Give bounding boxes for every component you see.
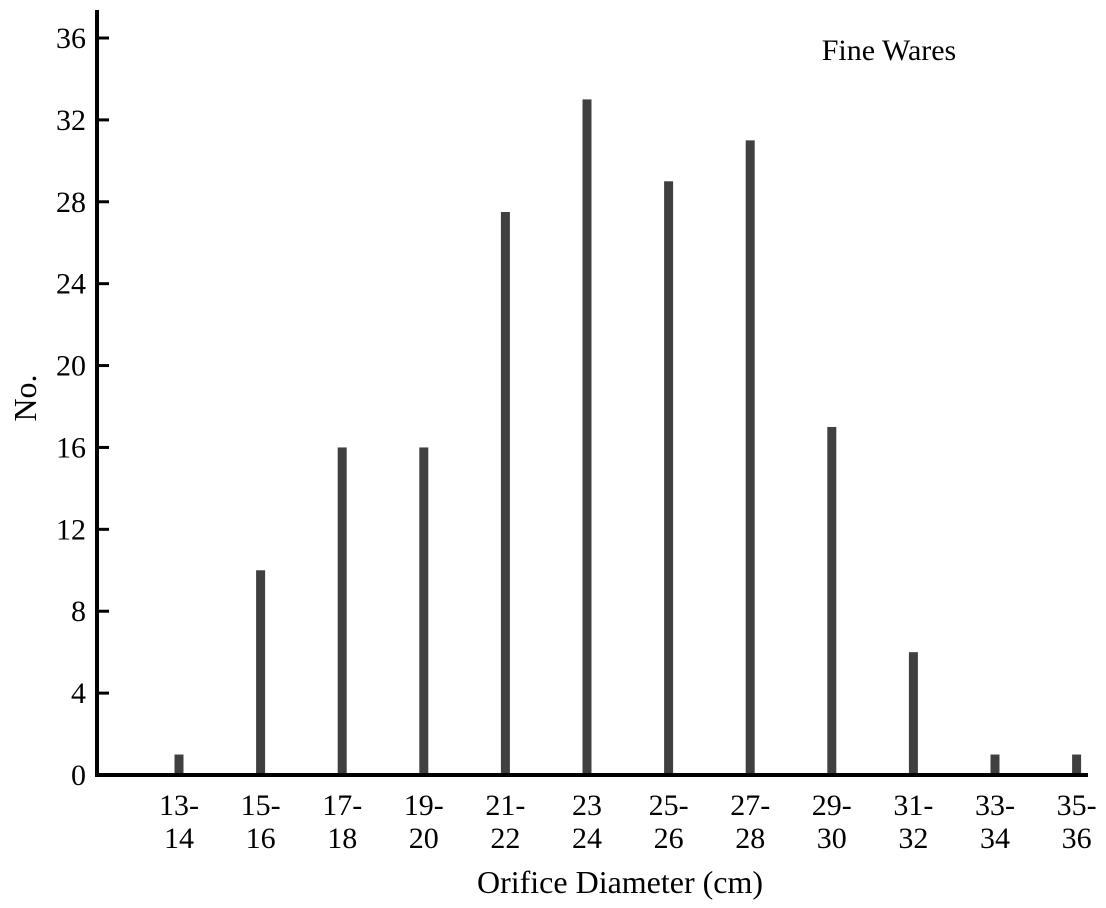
x-tick-label-line1: 23 <box>572 789 602 822</box>
x-tick-label-line1: 27- <box>730 789 770 822</box>
x-axis-title: Orifice Diameter (cm) <box>477 864 763 900</box>
y-tick-label: 28 <box>56 186 86 219</box>
x-tick-label-line1: 19- <box>404 789 444 822</box>
bar <box>827 426 837 775</box>
y-tick-label: 4 <box>71 677 86 710</box>
bar <box>174 754 184 775</box>
bar <box>337 447 347 775</box>
x-tick-label-line1: 17- <box>322 789 362 822</box>
x-tick-label-line2: 22 <box>490 822 520 855</box>
bar <box>664 181 674 776</box>
x-tick-label-line2: 20 <box>409 822 439 855</box>
y-tick-label: 24 <box>56 268 86 301</box>
x-tick-label-line2: 32 <box>898 822 928 855</box>
bars-group <box>174 99 1082 776</box>
x-tick-label-line2: 24 <box>572 822 602 855</box>
y-tick-label: 8 <box>71 595 86 628</box>
x-tick-label-line2: 14 <box>164 822 194 855</box>
bar <box>582 99 592 775</box>
x-tick-label-line2: 28 <box>735 822 765 855</box>
y-axis-title: No. <box>7 374 43 421</box>
x-tick-label-line1: 15- <box>241 789 281 822</box>
y-tick-label: 0 <box>71 759 86 792</box>
x-tick-label-line1: 35- <box>1057 789 1097 822</box>
x-tick-label-line1: 25- <box>649 789 689 822</box>
x-tick-label-line2: 36 <box>1062 822 1092 855</box>
y-tick-label: 20 <box>56 350 86 383</box>
x-tick-label-line1: 31- <box>893 789 933 822</box>
x-tick-label-line1: 13- <box>159 789 199 822</box>
x-tick-label-line1: 29- <box>812 789 852 822</box>
bar <box>990 754 1000 775</box>
x-tick-label-line2: 18 <box>327 822 357 855</box>
chart-annotation: Fine Wares <box>822 34 957 67</box>
bar <box>500 212 510 775</box>
x-tick-label-line2: 34 <box>980 822 1010 855</box>
y-axis-ticks: 0 4 8 12 16 20 24 28 32 36 <box>56 22 109 792</box>
x-tick-label-line1: 21- <box>485 789 525 822</box>
bar <box>256 570 266 775</box>
y-tick-label: 36 <box>56 22 86 55</box>
bar <box>745 140 755 776</box>
y-tick-label: 12 <box>56 513 86 546</box>
bar <box>908 652 918 775</box>
x-tick-label-line2: 16 <box>246 822 276 855</box>
x-tick-label-line1: 33- <box>975 789 1015 822</box>
y-tick-label: 16 <box>56 431 86 464</box>
bar <box>1072 754 1082 775</box>
x-tick-label-line2: 26 <box>654 822 684 855</box>
bar <box>419 447 429 775</box>
y-tick-label: 32 <box>56 104 86 137</box>
x-tick-label-line2: 30 <box>817 822 847 855</box>
